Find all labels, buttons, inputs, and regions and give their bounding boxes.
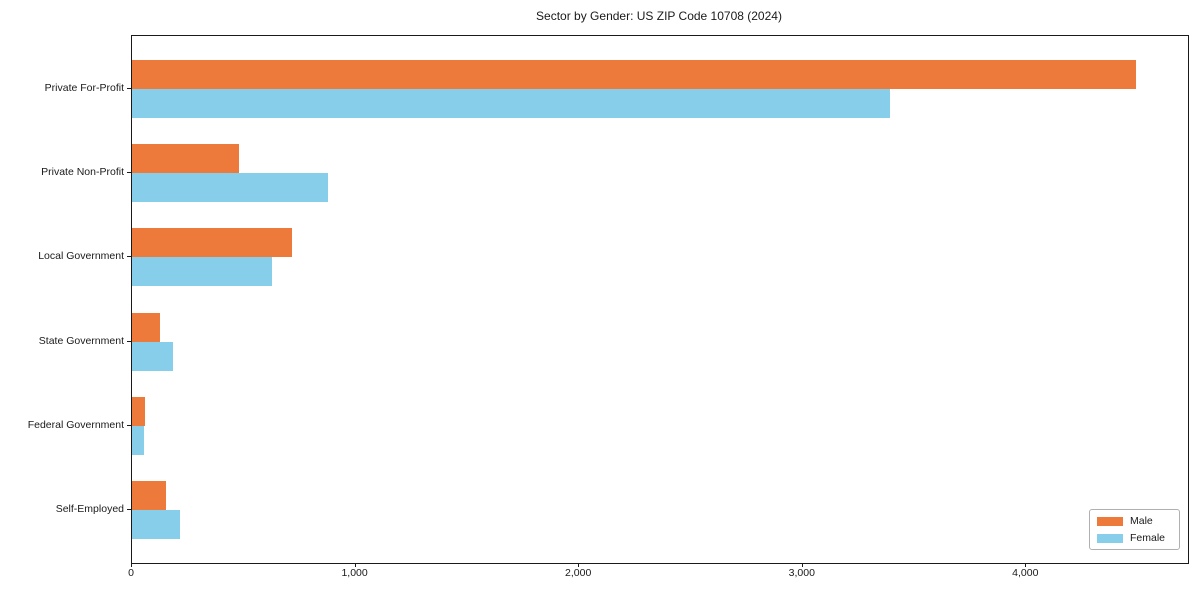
y-tick-label: State Government	[38, 334, 124, 347]
y-tick-mark	[127, 509, 131, 510]
bar-female-2	[132, 257, 272, 287]
bar-male-1	[132, 144, 240, 174]
x-tick-label: 1,000	[341, 567, 368, 579]
female-series-swatch	[1097, 533, 1123, 543]
y-tick-label: Federal Government	[27, 418, 124, 431]
bar-male-2	[132, 228, 292, 258]
x-tick-mark	[1025, 563, 1027, 567]
y-tick-mark	[127, 424, 131, 426]
y-tick-mark	[127, 256, 131, 258]
x-tick-label: 0	[128, 567, 134, 579]
bar-female-3	[132, 341, 174, 371]
x-tick-mark	[578, 563, 580, 567]
plot-area	[131, 35, 1189, 564]
bar-male-4	[132, 396, 146, 426]
legend-item-female: Female	[1097, 532, 1172, 544]
x-tick-label: 3,000	[788, 567, 815, 579]
bar-male-5	[132, 481, 166, 510]
bar-female-0	[132, 89, 890, 118]
y-tick-mark	[127, 88, 131, 89]
y-tick-mark	[127, 340, 131, 342]
legend-label-male: Male	[1130, 515, 1153, 527]
y-tick-label: Private For-Profit	[44, 82, 124, 94]
y-tick-label: Private Non-Profit	[41, 166, 124, 179]
bar-male-3	[132, 312, 160, 342]
x-tick-label: 2,000	[565, 567, 592, 579]
x-tick-mark	[801, 563, 803, 567]
legend-label-female: Female	[1130, 532, 1166, 544]
x-tick-mark	[354, 563, 356, 567]
male-series-swatch	[1097, 516, 1123, 526]
x-tick-mark	[131, 563, 132, 567]
chart-title: Sector by Gender: US ZIP Code 10708 (202…	[536, 9, 782, 23]
y-tick-mark	[127, 172, 131, 174]
y-tick-label: Self-Employed	[55, 503, 124, 515]
y-tick-label: Local Government	[38, 250, 124, 263]
x-tick-label: 4,000	[1012, 567, 1039, 579]
bar-male-0	[132, 60, 1136, 89]
legend-item-male: Male	[1097, 515, 1172, 527]
bar-female-4	[132, 425, 145, 455]
legend: Male Female	[1089, 509, 1180, 550]
bar-female-5	[132, 510, 181, 539]
bar-female-1	[132, 173, 328, 203]
